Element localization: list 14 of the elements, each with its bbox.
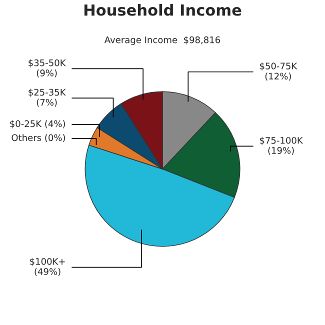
chart-title: Household Income (84, 4, 242, 16)
slice-label: $100K+ (30, 258, 65, 266)
data-label: (12%) (265, 72, 291, 81)
legend-label: Others (0%) (12, 134, 65, 142)
slice-label: $75-100K (260, 136, 304, 145)
data-label: (7%) (36, 98, 57, 107)
data-label: (19%) (268, 146, 294, 155)
slice-label: $50-75K (260, 62, 298, 71)
data-label: (49%) (34, 268, 60, 276)
slice-label: $0-25K (4%) (10, 120, 65, 128)
slice-label: $25-35K (28, 88, 66, 97)
chart-subtitle: Average Income $98,816 (104, 36, 220, 45)
slice-label: $35-50K (28, 59, 66, 68)
data-label: (9%) (36, 69, 57, 78)
